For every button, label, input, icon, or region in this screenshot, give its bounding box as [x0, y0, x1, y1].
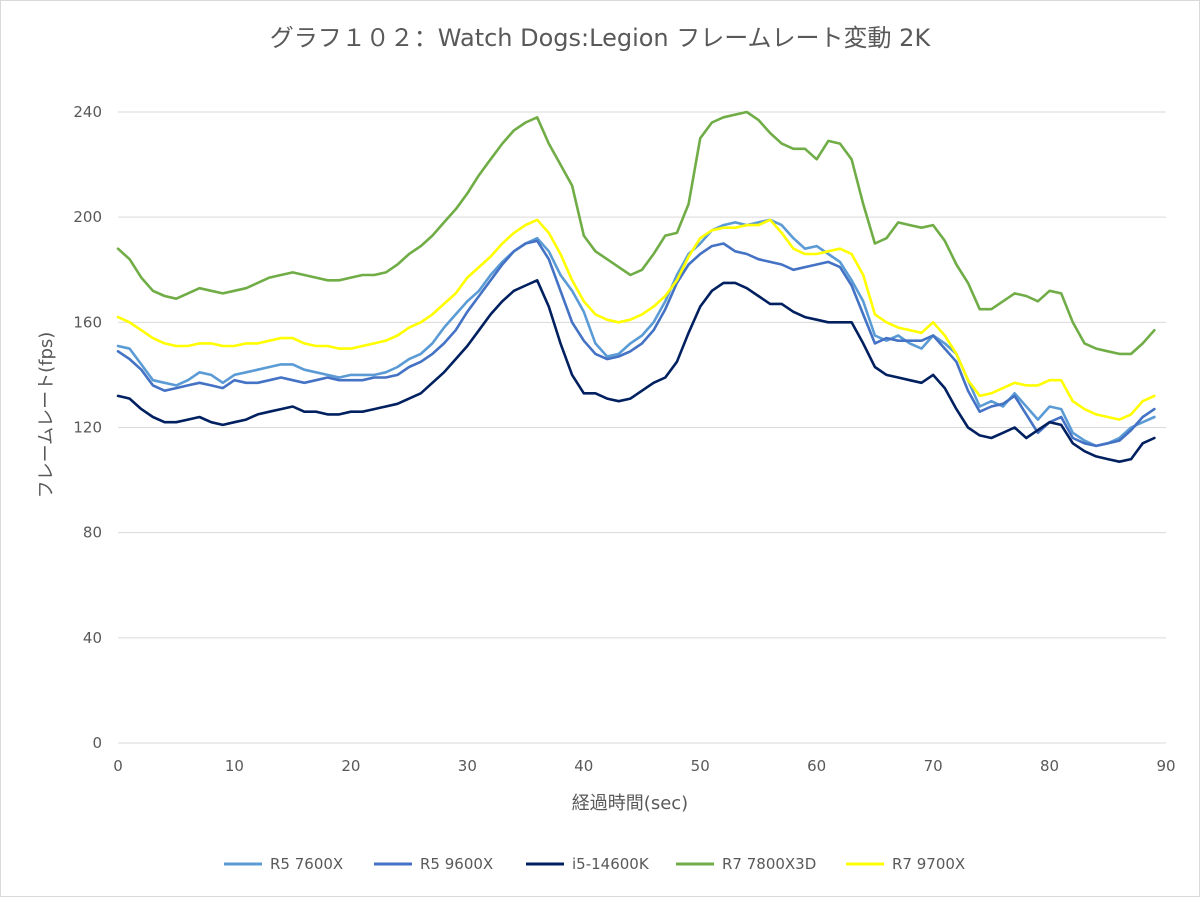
legend-label: R5 7600X	[270, 855, 343, 873]
series-line-3	[116, 110, 1156, 356]
x-tick-label: 60	[807, 757, 826, 775]
y-tick-label: 80	[83, 524, 102, 542]
legend-label: R5 9600X	[420, 855, 493, 873]
x-tick-label: 0	[113, 757, 123, 775]
y-axis-title: フレームレート(fps)	[36, 332, 57, 499]
x-tick-label: 40	[574, 757, 593, 775]
x-tick-label: 90	[1156, 757, 1175, 775]
y-tick-label: 40	[83, 629, 102, 647]
y-tick-label: 160	[73, 313, 102, 331]
legend-label: R7 7800X3D	[722, 855, 816, 873]
y-tick-label: 200	[73, 208, 102, 226]
x-tick-label: 80	[1040, 757, 1059, 775]
y-tick-label: 240	[73, 103, 102, 121]
x-tick-label: 30	[458, 757, 477, 775]
x-tick-labels: 0 10 20 30 40 50 60 70 80 90	[113, 757, 1175, 775]
x-tick-label: 70	[924, 757, 943, 775]
chart-title: グラフ１０２：Watch Dogs:Legion フレームレート変動 2K	[270, 24, 932, 52]
y-tick-label: 120	[73, 419, 102, 437]
legend-item-1: R5 9600X	[374, 855, 493, 873]
legend-item-2: i5-14600K	[526, 855, 650, 873]
x-tick-label: 50	[691, 757, 710, 775]
legend-label: i5-14600K	[572, 855, 650, 873]
y-tick-label: 0	[92, 734, 102, 752]
series-line-1	[116, 239, 1156, 448]
y-tick-labels: 0 40 80 120 160 200 240	[73, 103, 102, 752]
legend-item-0: R5 7600X	[224, 855, 343, 873]
legend: R5 7600X R5 9600X i5-14600K R7 7800X3D R7 97…	[224, 855, 965, 873]
series-line-0	[116, 218, 1156, 448]
x-tick-label: 10	[225, 757, 244, 775]
series-lines	[116, 110, 1156, 464]
series-line-2	[116, 278, 1156, 464]
x-axis-title: 経過時間(sec)	[572, 793, 688, 814]
series-line-4	[116, 218, 1156, 421]
gridlines	[118, 111, 1166, 744]
legend-item-4: R7 9700X	[846, 855, 965, 873]
legend-item-3: R7 7800X3D	[676, 855, 816, 873]
x-tick-label: 20	[341, 757, 360, 775]
legend-label: R7 9700X	[892, 855, 965, 873]
